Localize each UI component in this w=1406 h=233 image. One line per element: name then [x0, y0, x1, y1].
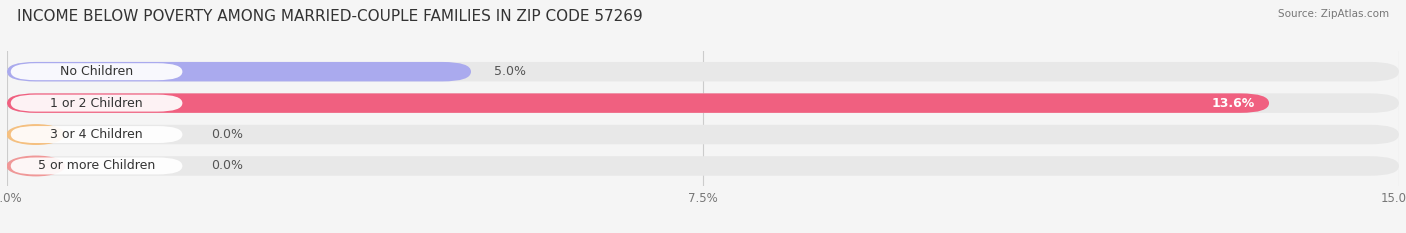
Circle shape: [7, 125, 65, 144]
Circle shape: [7, 156, 65, 176]
FancyBboxPatch shape: [11, 63, 183, 80]
FancyBboxPatch shape: [11, 95, 183, 112]
Text: Source: ZipAtlas.com: Source: ZipAtlas.com: [1278, 9, 1389, 19]
Text: 1 or 2 Children: 1 or 2 Children: [51, 97, 143, 110]
Text: 13.6%: 13.6%: [1212, 97, 1256, 110]
FancyBboxPatch shape: [7, 125, 1399, 144]
Text: 0.0%: 0.0%: [211, 128, 243, 141]
Text: INCOME BELOW POVERTY AMONG MARRIED-COUPLE FAMILIES IN ZIP CODE 57269: INCOME BELOW POVERTY AMONG MARRIED-COUPL…: [17, 9, 643, 24]
Text: 5 or more Children: 5 or more Children: [38, 159, 155, 172]
Text: 5.0%: 5.0%: [495, 65, 526, 78]
FancyBboxPatch shape: [7, 156, 1399, 176]
FancyBboxPatch shape: [7, 93, 1399, 113]
FancyBboxPatch shape: [7, 93, 1270, 113]
FancyBboxPatch shape: [11, 126, 183, 143]
FancyBboxPatch shape: [7, 62, 471, 81]
Text: 0.0%: 0.0%: [211, 159, 243, 172]
FancyBboxPatch shape: [11, 158, 183, 175]
Text: No Children: No Children: [60, 65, 134, 78]
Text: 3 or 4 Children: 3 or 4 Children: [51, 128, 143, 141]
FancyBboxPatch shape: [7, 62, 1399, 81]
